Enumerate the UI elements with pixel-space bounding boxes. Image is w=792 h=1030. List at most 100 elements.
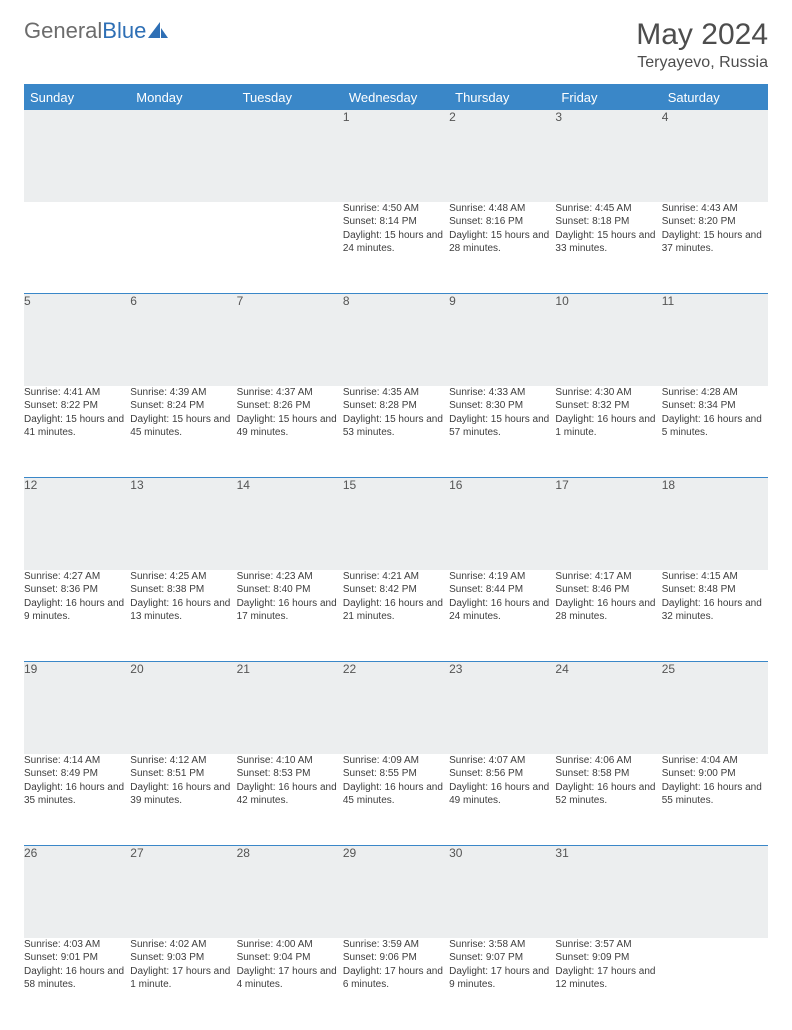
day-content-cell: Sunrise: 3:58 AMSunset: 9:07 PMDaylight:…	[449, 938, 555, 1030]
daylight-line: Daylight: 16 hours and 1 minute.	[555, 413, 661, 440]
day-number-cell	[24, 110, 130, 202]
daylight-line: Daylight: 16 hours and 32 minutes.	[662, 597, 768, 624]
day-number-cell: 31	[555, 846, 661, 938]
sunset-line: Sunset: 8:32 PM	[555, 399, 661, 413]
day-content-cell	[130, 202, 236, 294]
day-content-cell: Sunrise: 4:33 AMSunset: 8:30 PMDaylight:…	[449, 386, 555, 478]
sunset-line: Sunset: 9:03 PM	[130, 951, 236, 965]
sunset-line: Sunset: 9:04 PM	[237, 951, 343, 965]
sunrise-line: Sunrise: 4:02 AM	[130, 938, 236, 952]
day-content-cell: Sunrise: 4:09 AMSunset: 8:55 PMDaylight:…	[343, 754, 449, 846]
day-content-cell: Sunrise: 4:43 AMSunset: 8:20 PMDaylight:…	[662, 202, 768, 294]
sunrise-line: Sunrise: 4:12 AM	[130, 754, 236, 768]
day-content-cell: Sunrise: 4:35 AMSunset: 8:28 PMDaylight:…	[343, 386, 449, 478]
day-number-cell: 24	[555, 662, 661, 754]
daylight-line: Daylight: 17 hours and 9 minutes.	[449, 965, 555, 992]
day-number-cell: 1	[343, 110, 449, 202]
daylight-line: Daylight: 16 hours and 28 minutes.	[555, 597, 661, 624]
day-content-cell: Sunrise: 4:21 AMSunset: 8:42 PMDaylight:…	[343, 570, 449, 662]
sunrise-line: Sunrise: 4:43 AM	[662, 202, 768, 216]
day-header: Tuesday	[237, 86, 343, 110]
sail-icon	[148, 22, 170, 40]
sunset-line: Sunset: 8:38 PM	[130, 583, 236, 597]
day-number-cell: 11	[662, 294, 768, 386]
content-row: Sunrise: 4:41 AMSunset: 8:22 PMDaylight:…	[24, 386, 768, 478]
sunrise-line: Sunrise: 4:33 AM	[449, 386, 555, 400]
daylight-line: Daylight: 16 hours and 58 minutes.	[24, 965, 130, 992]
daylight-line: Daylight: 17 hours and 4 minutes.	[237, 965, 343, 992]
day-number-cell: 30	[449, 846, 555, 938]
daylight-line: Daylight: 16 hours and 55 minutes.	[662, 781, 768, 808]
day-content-cell: Sunrise: 4:23 AMSunset: 8:40 PMDaylight:…	[237, 570, 343, 662]
day-number-cell: 4	[662, 110, 768, 202]
day-content-cell: Sunrise: 4:02 AMSunset: 9:03 PMDaylight:…	[130, 938, 236, 1030]
day-content-cell: Sunrise: 4:39 AMSunset: 8:24 PMDaylight:…	[130, 386, 236, 478]
day-number-cell: 26	[24, 846, 130, 938]
day-number-cell: 14	[237, 478, 343, 570]
sunrise-line: Sunrise: 4:00 AM	[237, 938, 343, 952]
calendar-table: SundayMondayTuesdayWednesdayThursdayFrid…	[24, 86, 768, 1030]
sunrise-line: Sunrise: 3:57 AM	[555, 938, 661, 952]
sunrise-line: Sunrise: 4:37 AM	[237, 386, 343, 400]
day-content-cell: Sunrise: 4:00 AMSunset: 9:04 PMDaylight:…	[237, 938, 343, 1030]
content-row: Sunrise: 4:27 AMSunset: 8:36 PMDaylight:…	[24, 570, 768, 662]
day-content-cell: Sunrise: 4:03 AMSunset: 9:01 PMDaylight:…	[24, 938, 130, 1030]
day-number-cell	[237, 110, 343, 202]
brand-logo: GeneralBlue	[24, 18, 170, 44]
header: GeneralBlue May 2024 Teryayevo, Russia	[24, 18, 768, 72]
day-number-cell: 28	[237, 846, 343, 938]
day-content-cell: Sunrise: 3:57 AMSunset: 9:09 PMDaylight:…	[555, 938, 661, 1030]
sunrise-line: Sunrise: 4:41 AM	[24, 386, 130, 400]
day-number-cell	[662, 846, 768, 938]
sunset-line: Sunset: 8:46 PM	[555, 583, 661, 597]
sunset-line: Sunset: 8:44 PM	[449, 583, 555, 597]
sunset-line: Sunset: 9:07 PM	[449, 951, 555, 965]
sunrise-line: Sunrise: 4:06 AM	[555, 754, 661, 768]
sunrise-line: Sunrise: 3:59 AM	[343, 938, 449, 952]
daynum-row: 12131415161718	[24, 478, 768, 570]
daylight-line: Daylight: 15 hours and 33 minutes.	[555, 229, 661, 256]
sunrise-line: Sunrise: 4:39 AM	[130, 386, 236, 400]
sunset-line: Sunset: 8:30 PM	[449, 399, 555, 413]
sunrise-line: Sunrise: 4:48 AM	[449, 202, 555, 216]
sunset-line: Sunset: 8:22 PM	[24, 399, 130, 413]
day-content-cell: Sunrise: 4:19 AMSunset: 8:44 PMDaylight:…	[449, 570, 555, 662]
sunrise-line: Sunrise: 4:28 AM	[662, 386, 768, 400]
daylight-line: Daylight: 16 hours and 35 minutes.	[24, 781, 130, 808]
day-header-row: SundayMondayTuesdayWednesdayThursdayFrid…	[24, 86, 768, 110]
day-number-cell: 20	[130, 662, 236, 754]
day-content-cell: Sunrise: 4:07 AMSunset: 8:56 PMDaylight:…	[449, 754, 555, 846]
brand-word2: Blue	[102, 18, 146, 44]
day-content-cell: Sunrise: 4:12 AMSunset: 8:51 PMDaylight:…	[130, 754, 236, 846]
day-content-cell: Sunrise: 4:10 AMSunset: 8:53 PMDaylight:…	[237, 754, 343, 846]
sunrise-line: Sunrise: 4:14 AM	[24, 754, 130, 768]
day-number-cell: 2	[449, 110, 555, 202]
daylight-line: Daylight: 17 hours and 1 minute.	[130, 965, 236, 992]
sunrise-line: Sunrise: 4:15 AM	[662, 570, 768, 584]
daylight-line: Daylight: 17 hours and 12 minutes.	[555, 965, 661, 992]
day-number-cell: 12	[24, 478, 130, 570]
daylight-line: Daylight: 15 hours and 45 minutes.	[130, 413, 236, 440]
sunrise-line: Sunrise: 4:27 AM	[24, 570, 130, 584]
day-header: Monday	[130, 86, 236, 110]
sunset-line: Sunset: 8:58 PM	[555, 767, 661, 781]
day-content-cell	[662, 938, 768, 1030]
sunset-line: Sunset: 8:42 PM	[343, 583, 449, 597]
day-content-cell: Sunrise: 4:41 AMSunset: 8:22 PMDaylight:…	[24, 386, 130, 478]
day-content-cell: Sunrise: 4:25 AMSunset: 8:38 PMDaylight:…	[130, 570, 236, 662]
sunrise-line: Sunrise: 4:19 AM	[449, 570, 555, 584]
day-number-cell: 13	[130, 478, 236, 570]
daylight-line: Daylight: 15 hours and 49 minutes.	[237, 413, 343, 440]
day-number-cell: 25	[662, 662, 768, 754]
sunset-line: Sunset: 8:34 PM	[662, 399, 768, 413]
daylight-line: Daylight: 16 hours and 9 minutes.	[24, 597, 130, 624]
daylight-line: Daylight: 16 hours and 45 minutes.	[343, 781, 449, 808]
day-content-cell: Sunrise: 4:45 AMSunset: 8:18 PMDaylight:…	[555, 202, 661, 294]
day-header: Friday	[555, 86, 661, 110]
sunrise-line: Sunrise: 4:25 AM	[130, 570, 236, 584]
sunrise-line: Sunrise: 4:10 AM	[237, 754, 343, 768]
day-number-cell: 27	[130, 846, 236, 938]
page-title: May 2024	[636, 18, 768, 52]
day-header: Saturday	[662, 86, 768, 110]
brand-word1: General	[24, 18, 102, 44]
